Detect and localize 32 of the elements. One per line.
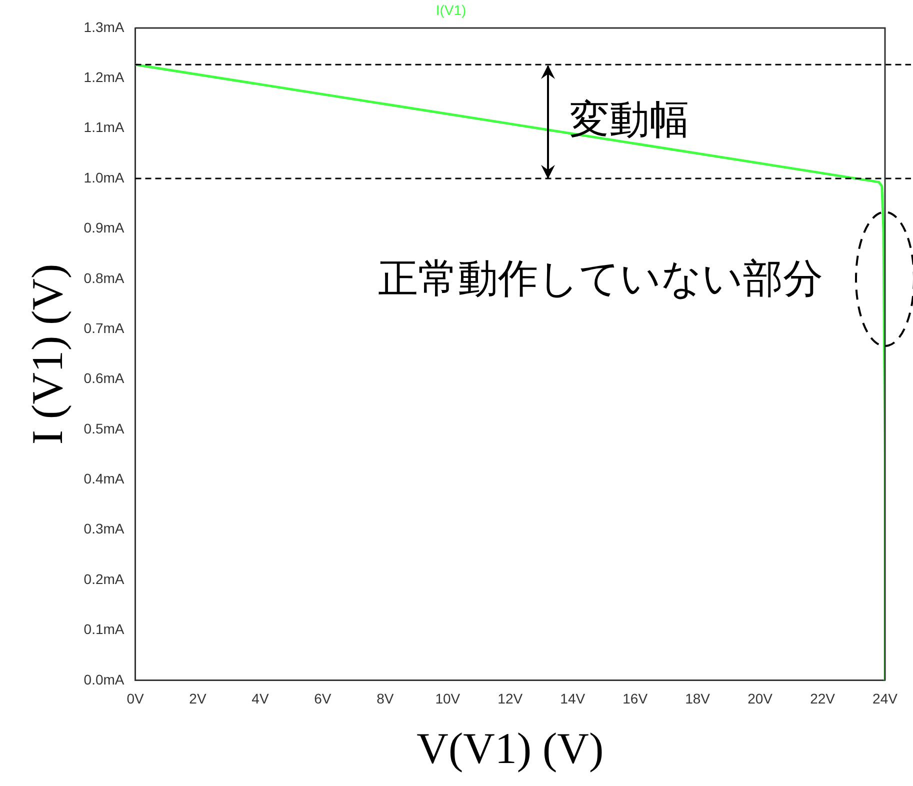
annotation: 変動幅 [570,96,690,143]
x-tick-label: 6V [314,690,332,707]
y-axis-title: I (V1) (V) [22,264,72,445]
annotation: 正常動作していない部分 [378,256,823,302]
y-tick-label: 0.5mA [84,420,125,436]
y-tick-label: 0.4mA [84,470,125,487]
x-tick-label: 22V [810,690,836,707]
x-tick-label: 14V [560,690,586,707]
x-tick-label: 2V [189,690,207,707]
y-tick-label: 0.2mA [84,570,125,587]
y-tick-label: 0.8mA [84,270,125,286]
x-tick-label: 10V [435,690,461,707]
y-tick-label: 0.3mA [84,520,125,537]
x-tick-label: 20V [748,690,774,707]
text: I(V1) [436,2,466,18]
x-tick-label: 18V [685,690,711,707]
x-tick-label: 0V [126,690,144,707]
y-tick-label: 0.9mA [84,220,125,236]
y-tick-label: 1.3mA [84,18,125,35]
x-tick-label: 16V [622,690,648,707]
y-tick-label: 0.7mA [84,320,125,336]
y-tick-label: 1.2mA [84,69,125,86]
x-tick-label: 4V [252,690,270,707]
y-tick-label: 1.0mA [84,169,125,186]
x-tick-label: 8V [376,690,394,707]
x-tick-label: 12V [498,690,524,707]
x-axis-title: V(V1) (V) [416,724,604,774]
y-tick-label: 0.1mA [84,621,125,638]
y-tick-label: 0.6mA [84,370,125,386]
x-tick-label: 24V [872,690,898,707]
y-tick-label: 0.0mA [84,671,125,688]
y-tick-label: 1.1mA [84,119,125,136]
